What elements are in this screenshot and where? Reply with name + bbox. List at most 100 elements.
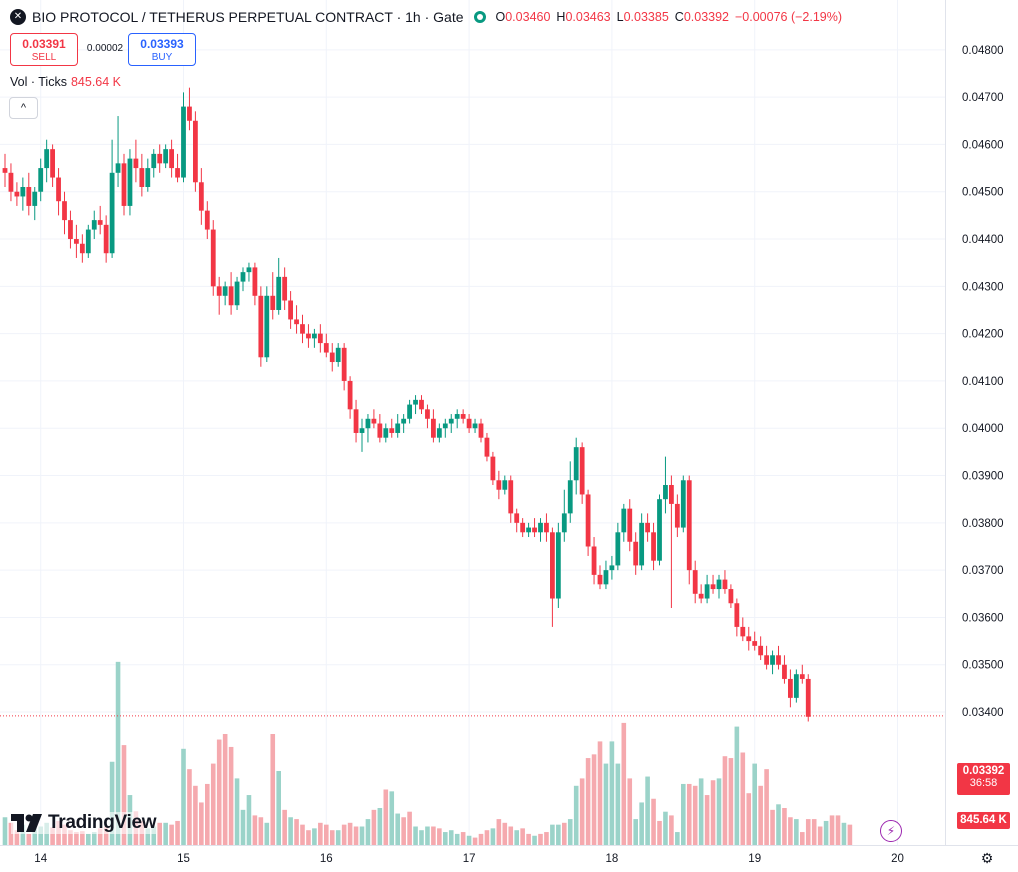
candle-body	[532, 527, 537, 533]
candle-body	[79, 243, 85, 254]
volume-bar	[419, 830, 424, 845]
volume-bar	[8, 822, 14, 845]
volume-bar	[681, 783, 686, 845]
volume-bar	[448, 830, 454, 845]
volume-bar	[216, 739, 222, 845]
last-price-badge: 0.03392 36:58	[957, 763, 1010, 795]
volume-bar	[609, 741, 615, 845]
candle-body	[805, 678, 811, 717]
volume-bar	[722, 756, 728, 845]
volume-bar	[466, 835, 472, 845]
candle	[91, 210, 97, 240]
candle	[79, 234, 85, 263]
volume-bar	[710, 780, 716, 845]
candle-body	[740, 626, 746, 637]
volume-legend[interactable]: Vol · Ticks 845.64 K	[10, 75, 121, 89]
volume-bar	[395, 813, 400, 845]
candle	[157, 144, 163, 173]
sell-button[interactable]: 0.03391 SELL	[10, 32, 78, 66]
volume-bar	[556, 824, 561, 845]
candle	[32, 187, 38, 221]
candle-body	[85, 229, 91, 254]
volume-bar	[716, 778, 722, 845]
volume-bar	[115, 661, 121, 845]
candle	[782, 655, 787, 684]
candle	[526, 522, 531, 538]
candle	[74, 224, 79, 258]
volume-bar	[234, 778, 240, 845]
candle-body	[270, 295, 276, 310]
candle	[216, 276, 222, 315]
volume-bar	[80, 831, 85, 845]
candle-layer	[2, 87, 811, 722]
candle	[621, 503, 627, 542]
candle-body	[419, 399, 424, 410]
buy-button[interactable]: 0.03393 BUY	[128, 32, 196, 66]
volume-bar	[847, 824, 853, 845]
volume-bar	[835, 815, 841, 845]
candle-body	[371, 418, 377, 424]
candle-body	[163, 149, 169, 164]
low-value: 0.03385	[623, 10, 669, 24]
candle	[698, 584, 704, 604]
candle-body	[157, 153, 163, 164]
candle-body	[573, 447, 579, 481]
candle	[85, 224, 91, 258]
candle	[478, 418, 484, 443]
candle-body	[758, 645, 764, 656]
volume-bar	[193, 785, 198, 845]
volume-bar	[353, 826, 359, 845]
candle	[169, 139, 174, 178]
volume-bar	[228, 746, 234, 845]
collapse-legend-button[interactable]: ^	[9, 97, 38, 119]
volume-bar	[103, 826, 109, 845]
candle	[514, 508, 520, 533]
volume-bar	[728, 758, 734, 845]
candle	[603, 560, 609, 590]
lightning-icon[interactable]: ⚡	[880, 820, 902, 842]
candle	[8, 163, 14, 202]
candle	[573, 437, 579, 495]
volume-bar	[782, 808, 787, 845]
candle	[669, 475, 674, 608]
y-tick-label: 0.03500	[962, 660, 1004, 672]
candle-body	[442, 423, 448, 429]
tradingview-watermark[interactable]: TradingView	[11, 812, 157, 834]
candle-body	[460, 414, 466, 419]
candle	[377, 414, 383, 443]
candle	[609, 555, 615, 580]
candle	[395, 414, 401, 438]
gear-icon[interactable]: ⚙	[980, 849, 994, 866]
candle-body	[32, 191, 38, 206]
volume-bar	[270, 734, 276, 845]
volume-bar	[109, 761, 115, 845]
candle-body	[282, 276, 288, 301]
candle-body	[44, 149, 50, 169]
candle-body	[716, 579, 722, 590]
candle-body	[353, 409, 359, 433]
candle	[50, 144, 55, 187]
candle-body	[193, 120, 198, 183]
candle	[2, 153, 8, 187]
volume-bar	[26, 833, 32, 845]
volume-bar	[335, 830, 341, 845]
candle	[115, 116, 121, 187]
candle	[383, 423, 389, 443]
candle	[151, 149, 157, 178]
candle	[193, 111, 198, 192]
volume-bar	[770, 809, 775, 845]
candle	[692, 560, 698, 604]
candle	[734, 598, 740, 637]
candle-body	[210, 229, 216, 287]
candle-body	[252, 267, 258, 296]
candle-body	[389, 428, 395, 433]
volume-bar	[829, 815, 835, 845]
candle	[544, 513, 549, 542]
candle-body	[722, 579, 728, 590]
symbol-title[interactable]: BIO PROTOCOL / TETHERUS PERPETUAL CONTRA…	[32, 9, 464, 25]
candle-body	[20, 187, 26, 197]
volume-bar	[210, 763, 216, 845]
candle	[204, 201, 210, 240]
